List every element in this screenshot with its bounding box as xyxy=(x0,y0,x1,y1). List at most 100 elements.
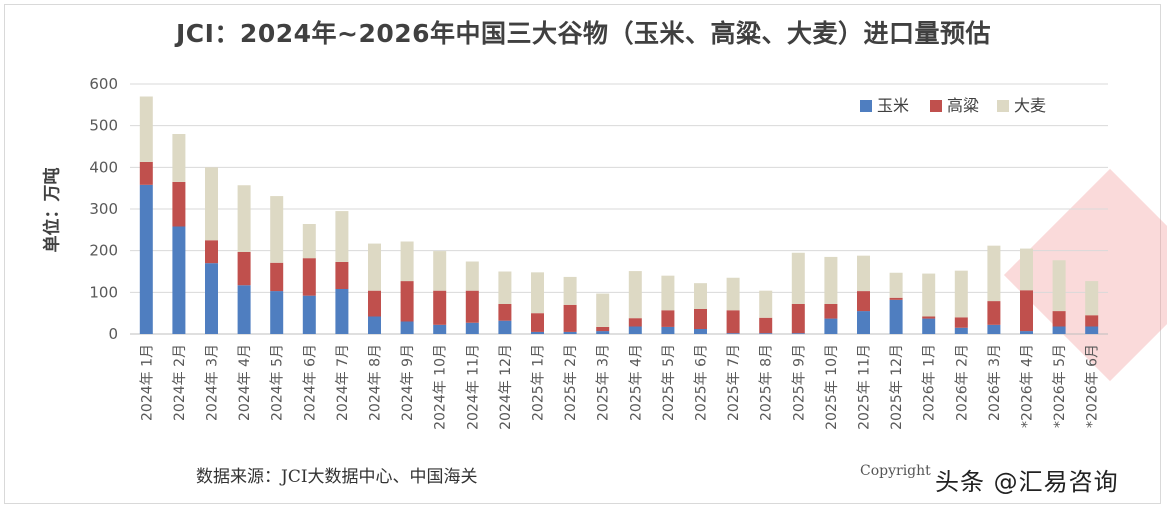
bar-barley xyxy=(400,241,414,282)
x-tick-label: 2026年 2月 xyxy=(954,344,970,421)
bar-sorghum xyxy=(433,290,447,325)
bar-corn xyxy=(759,333,773,334)
bar-sorghum xyxy=(335,261,349,289)
bar-barley xyxy=(139,96,153,162)
bar-barley xyxy=(857,255,870,292)
watermark-text: 头条 @汇易咨询 xyxy=(935,468,1119,496)
legend-swatch xyxy=(930,100,942,112)
bar-barley xyxy=(694,283,707,309)
x-tick-label: 2024年 12月 xyxy=(498,344,514,430)
y-tick-label: 0 xyxy=(108,325,118,343)
copyright-text: Copyright xyxy=(860,463,931,479)
x-tick-label: *2026年 4月 xyxy=(1020,344,1036,428)
bar-sorghum xyxy=(302,258,316,296)
bar-sorghum xyxy=(498,304,512,321)
bar-barley xyxy=(661,275,675,311)
bar-barley xyxy=(368,243,381,291)
bar-corn xyxy=(563,331,577,334)
bar-corn xyxy=(335,289,349,334)
chart-frame xyxy=(4,4,1161,504)
x-tick-label: 2024年 4月 xyxy=(237,344,253,421)
bar-corn xyxy=(857,311,870,334)
y-tick-label: 600 xyxy=(89,75,118,93)
x-tick-label: 2024年 9月 xyxy=(400,344,416,421)
bar-sorghum xyxy=(1020,290,1033,332)
x-tick-label: 2025年 8月 xyxy=(759,344,775,421)
bar-barley xyxy=(205,167,218,241)
bar-sorghum xyxy=(205,240,218,264)
bar-sorghum xyxy=(857,291,870,312)
bar-sorghum xyxy=(531,313,544,332)
x-tick-label: 2025年 7月 xyxy=(726,344,742,421)
bar-corn xyxy=(465,322,479,334)
x-tick-label: 2024年 6月 xyxy=(302,344,318,421)
bar-corn xyxy=(139,184,153,334)
y-tick-label: 100 xyxy=(89,283,118,301)
bar-barley xyxy=(889,272,903,298)
bar-corn xyxy=(368,316,381,334)
bar-barley xyxy=(433,251,447,291)
bar-barley xyxy=(270,196,284,263)
bar-sorghum xyxy=(400,281,414,322)
bar-sorghum xyxy=(954,317,968,328)
bar-barley xyxy=(237,185,251,252)
bar-sorghum xyxy=(465,290,479,323)
bar-sorghum xyxy=(563,304,577,332)
bar-sorghum xyxy=(237,251,251,286)
bar-corn xyxy=(237,285,251,334)
bar-corn xyxy=(205,263,218,334)
bar-sorghum xyxy=(889,297,903,300)
bar-barley xyxy=(824,256,838,304)
bar-sorghum xyxy=(694,309,707,329)
bar-corn xyxy=(922,318,936,334)
bar-sorghum xyxy=(1052,311,1066,327)
x-tick-label: 2024年 11月 xyxy=(465,344,481,430)
bar-sorghum xyxy=(596,326,610,332)
x-tick-label: 2025年 5月 xyxy=(661,344,677,421)
bar-barley xyxy=(922,273,936,317)
legend-label: 高粱 xyxy=(947,96,979,115)
bar-sorghum xyxy=(270,262,284,292)
bar-sorghum xyxy=(139,161,153,185)
bar-corn xyxy=(791,333,805,334)
y-tick-label: 200 xyxy=(89,242,118,260)
bar-corn xyxy=(824,318,838,334)
bar-barley xyxy=(172,134,186,182)
bar-sorghum xyxy=(922,316,936,319)
bar-barley xyxy=(596,293,610,327)
bar-sorghum xyxy=(791,304,805,334)
bar-barley xyxy=(302,224,316,259)
legend-label: 大麦 xyxy=(1014,96,1046,115)
x-tick-label: 2025年 12月 xyxy=(889,344,905,430)
bar-corn xyxy=(531,331,544,334)
bar-corn xyxy=(596,331,610,334)
bar-sorghum xyxy=(661,310,675,327)
bar-sorghum xyxy=(726,310,740,334)
x-tick-label: 2025年 1月 xyxy=(531,344,547,421)
bar-sorghum xyxy=(987,301,1001,325)
bar-barley xyxy=(335,211,349,262)
bar-barley xyxy=(987,245,1001,302)
bar-barley xyxy=(1085,281,1099,316)
bar-sorghum xyxy=(628,318,642,327)
x-tick-label: 2026年 3月 xyxy=(987,344,1003,421)
bar-sorghum xyxy=(368,290,381,317)
bar-corn xyxy=(628,326,642,334)
bar-corn xyxy=(270,291,284,334)
bar-corn xyxy=(400,321,414,334)
chart-title: JCI：2024年~2026年中国三大谷物（玉米、高粱、大麦）进口量预估 xyxy=(175,19,992,48)
bar-corn xyxy=(661,326,675,334)
legend-swatch xyxy=(997,100,1009,112)
bar-sorghum xyxy=(1085,315,1099,327)
bar-corn xyxy=(172,226,186,334)
bar-corn xyxy=(498,320,512,334)
source-note: 数据来源：JCI大数据中心、中国海关 xyxy=(196,467,478,487)
legend-swatch xyxy=(860,100,872,112)
bar-corn xyxy=(302,295,316,334)
bar-barley xyxy=(759,290,773,318)
bar-corn xyxy=(726,333,740,334)
bar-barley xyxy=(791,252,805,304)
y-tick-label: 500 xyxy=(89,117,118,135)
x-tick-label: 2024年 10月 xyxy=(433,344,449,430)
